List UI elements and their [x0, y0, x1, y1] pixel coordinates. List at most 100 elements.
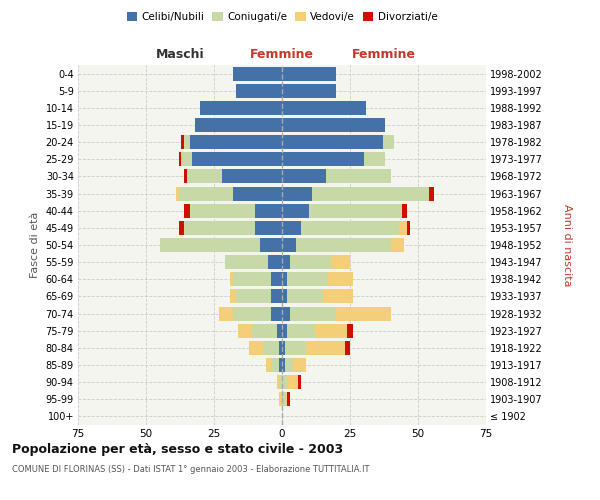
Bar — [364, 152, 385, 166]
Bar — [298, 375, 301, 389]
Bar — [271, 306, 282, 320]
Bar — [279, 392, 282, 406]
Bar — [293, 358, 307, 372]
Bar — [429, 186, 434, 200]
Bar — [184, 135, 190, 149]
Bar — [323, 290, 353, 304]
Bar — [328, 272, 353, 286]
Bar — [337, 306, 391, 320]
Bar — [307, 341, 344, 355]
Bar — [407, 221, 410, 235]
Bar — [287, 272, 328, 286]
Bar — [290, 306, 337, 320]
Bar — [383, 135, 394, 149]
Bar — [271, 272, 282, 286]
Bar — [230, 272, 233, 286]
Bar — [290, 255, 331, 269]
Bar — [282, 238, 296, 252]
Bar — [260, 238, 282, 252]
Bar — [282, 170, 326, 183]
Bar — [184, 170, 187, 183]
Bar — [282, 84, 337, 98]
Bar — [282, 392, 285, 406]
Bar — [255, 204, 282, 218]
Bar — [220, 306, 233, 320]
Bar — [312, 186, 429, 200]
Bar — [296, 238, 391, 252]
Bar — [179, 221, 184, 235]
Bar — [181, 152, 192, 166]
Bar — [282, 221, 301, 235]
Bar — [279, 375, 282, 389]
Bar — [233, 186, 282, 200]
Text: Femmine: Femmine — [352, 48, 416, 62]
Bar — [279, 341, 282, 355]
Text: COMUNE DI FLORINAS (SS) - Dati ISTAT 1° gennaio 2003 - Elaborazione TUTTITALIA.I: COMUNE DI FLORINAS (SS) - Dati ISTAT 1° … — [12, 465, 370, 474]
Bar — [236, 84, 282, 98]
Bar — [287, 392, 290, 406]
Bar — [282, 324, 287, 338]
Bar — [282, 118, 385, 132]
Bar — [233, 66, 282, 80]
Bar — [277, 375, 279, 389]
Bar — [266, 358, 271, 372]
Bar — [176, 186, 179, 200]
Bar — [238, 324, 252, 338]
Y-axis label: Fasce di età: Fasce di età — [30, 212, 40, 278]
Bar — [282, 101, 367, 115]
Bar — [287, 290, 323, 304]
Bar — [282, 341, 285, 355]
Bar — [282, 272, 287, 286]
Legend: Celibi/Nubili, Coniugati/e, Vedovi/e, Divorziati/e: Celibi/Nubili, Coniugati/e, Vedovi/e, Di… — [122, 8, 442, 26]
Bar — [181, 135, 184, 149]
Bar — [309, 204, 401, 218]
Bar — [282, 358, 285, 372]
Bar — [282, 186, 312, 200]
Bar — [285, 392, 287, 406]
Bar — [282, 204, 309, 218]
Bar — [282, 375, 287, 389]
Bar — [160, 238, 260, 252]
Bar — [271, 290, 282, 304]
Bar — [401, 204, 407, 218]
Bar — [282, 152, 364, 166]
Bar — [314, 324, 347, 338]
Bar — [271, 358, 279, 372]
Text: Maschi: Maschi — [155, 48, 205, 62]
Bar — [399, 221, 407, 235]
Bar — [230, 290, 236, 304]
Bar — [255, 221, 282, 235]
Bar — [225, 255, 268, 269]
Bar — [250, 341, 263, 355]
Bar — [391, 238, 404, 252]
Bar — [287, 324, 314, 338]
Bar — [285, 358, 293, 372]
Text: Femmine: Femmine — [250, 48, 314, 62]
Bar — [282, 306, 290, 320]
Bar — [282, 66, 337, 80]
Bar — [179, 152, 181, 166]
Bar — [184, 204, 190, 218]
Bar — [222, 170, 282, 183]
Text: Popolazione per età, sesso e stato civile - 2003: Popolazione per età, sesso e stato civil… — [12, 442, 343, 456]
Bar — [287, 375, 298, 389]
Bar — [282, 135, 383, 149]
Bar — [184, 221, 255, 235]
Bar — [263, 341, 279, 355]
Bar — [282, 290, 287, 304]
Bar — [195, 118, 282, 132]
Bar — [252, 324, 277, 338]
Bar — [179, 186, 233, 200]
Y-axis label: Anni di nascita: Anni di nascita — [562, 204, 572, 286]
Bar — [285, 341, 307, 355]
Bar — [301, 221, 399, 235]
Bar — [277, 324, 282, 338]
Bar — [190, 204, 255, 218]
Bar — [236, 290, 271, 304]
Bar — [331, 255, 350, 269]
Bar — [347, 324, 353, 338]
Bar — [344, 341, 350, 355]
Bar — [233, 306, 271, 320]
Bar — [282, 255, 290, 269]
Bar — [326, 170, 391, 183]
